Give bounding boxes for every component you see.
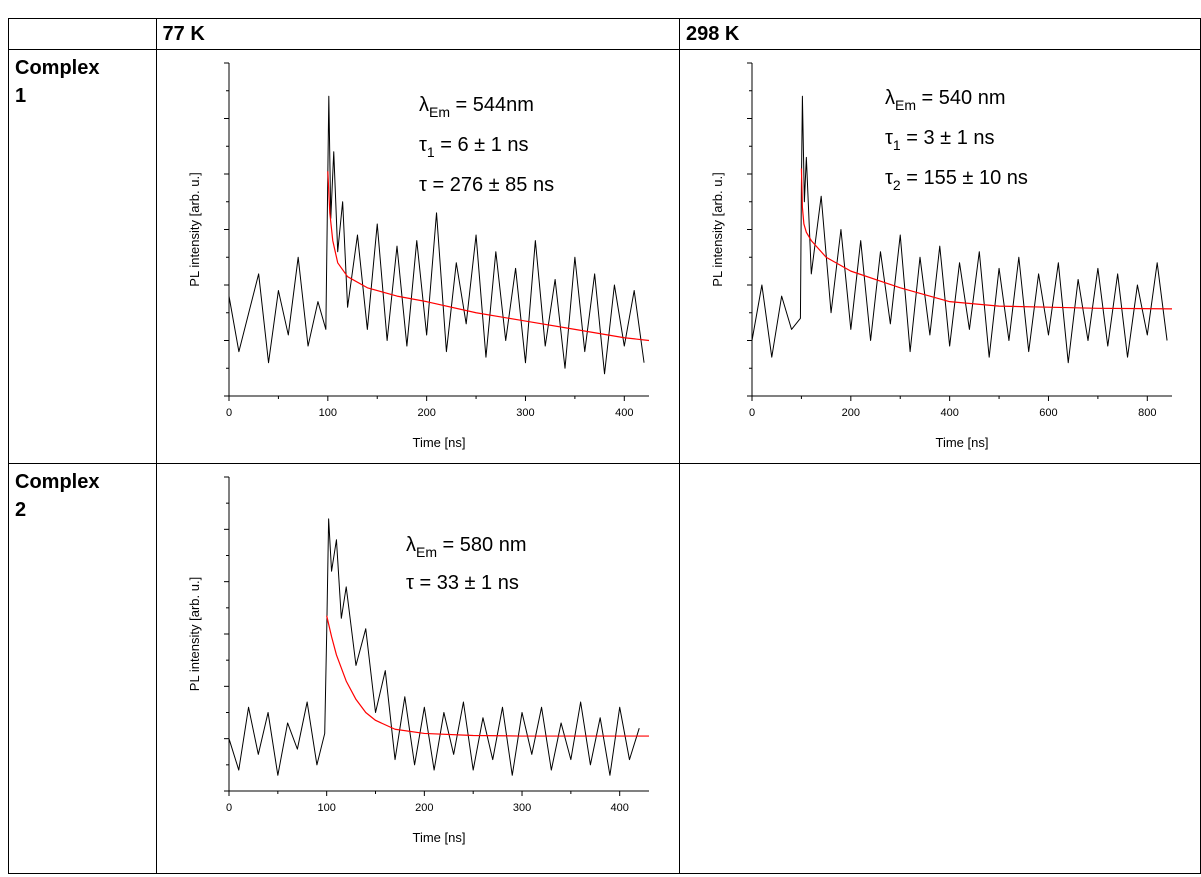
annotation-text: = 155 ± 10 ns (901, 167, 1028, 189)
row: Complex 1 0 100 200 300 400 Time [ns] PL inten… (8, 49, 1201, 464)
x-tick-label: 0 (225, 407, 231, 419)
fit-curve (326, 171, 649, 342)
annotation-symbol: τ (885, 127, 893, 149)
column-header: 77 K (155, 18, 680, 50)
decay-trace (751, 95, 1168, 364)
x-tick-label: 400 (615, 407, 633, 419)
annotation-symbol: τ (885, 167, 893, 189)
annotation-symbol: λ (885, 87, 895, 109)
fit-curve (800, 168, 1172, 310)
annotation-symbol: λ (406, 534, 416, 556)
annotation-symbol: τ (419, 134, 427, 156)
y-axis-label: PL intensity [arb. u.] (187, 172, 202, 286)
x-tick-label: 100 (318, 407, 336, 419)
decay-trace (228, 95, 645, 375)
row-label-cell: Complex 2 (8, 463, 157, 874)
empty-cell (678, 463, 1201, 874)
x-tick-label: 100 (317, 802, 335, 814)
x-axis-label: Time [ns] (412, 830, 465, 845)
annotation-symbol: τ = 33 ± 1 ns (406, 572, 519, 594)
chart-cell: 0 100 200 300 400 Time [ns] PL intensity [arb.… (155, 463, 680, 874)
annotation-subscript: 2 (893, 177, 901, 193)
annotation-text: = 544nm (450, 94, 534, 116)
annotation: λEm = 544nm (419, 94, 534, 120)
x-tick-label: 0 (749, 407, 755, 419)
annotation: τ = 276 ± 85 ns (419, 174, 554, 196)
chart-cell: 0 100 200 300 400 Time [ns] PL intensity [arb.… (155, 49, 680, 464)
annotation: λEm = 580 nm (406, 534, 527, 560)
x-tick-label: 400 (610, 802, 628, 814)
annotation-text: = 3 ± 1 ns (901, 127, 995, 149)
annotation-subscript: Em (895, 97, 916, 113)
x-tick-label: 0 (225, 802, 231, 814)
annotation-subscript: 1 (893, 137, 901, 153)
x-tick-label: 400 (940, 407, 958, 419)
row-label: Complex 2 (15, 471, 100, 521)
annotation-symbol: τ = 276 ± 85 ns (419, 174, 554, 196)
table: 77 K 298 K Complex 1 0 100 200 300 400 Time [… (8, 18, 1201, 874)
annotation: τ1 = 6 ± 1 ns (419, 134, 529, 160)
annotation-subscript: 1 (426, 144, 434, 160)
annotation-subscript: Em (429, 104, 450, 120)
annotation: τ = 33 ± 1 ns (406, 572, 519, 594)
header-row: 77 K 298 K (8, 18, 1201, 50)
annotation-subscript: Em (416, 544, 437, 560)
x-tick-label: 200 (415, 802, 433, 814)
y-axis-label: PL intensity [arb. u.] (187, 577, 202, 691)
annotation: τ1 = 3 ± 1 ns (885, 127, 995, 153)
chart: 0 100 200 300 400 Time [ns] PL intensity [arb.… (187, 62, 649, 450)
x-tick-label: 300 (512, 802, 530, 814)
column-header: 298 K (678, 18, 1201, 50)
annotation-symbol: λ (419, 94, 429, 116)
x-tick-label: 200 (417, 407, 435, 419)
x-tick-label: 200 (842, 407, 860, 419)
chart: 0 100 200 300 400 Time [ns] PL intensity [arb.… (187, 476, 649, 845)
annotation-text: = 540 nm (916, 87, 1006, 109)
y-axis-label: PL intensity [arb. u.] (710, 172, 725, 286)
x-axis-label: Time [ns] (935, 435, 988, 450)
chart: 0 200 400 600 800 Time [ns] PL intensity [arb.… (710, 62, 1172, 450)
chart-cell: 0 200 400 600 800 Time [ns] PL intensity [arb.… (678, 49, 1201, 464)
annotation: λEm = 540 nm (885, 87, 1006, 113)
decay-trace (228, 518, 640, 776)
row-label-cell: Complex 1 (8, 49, 157, 464)
empty-cell (8, 18, 157, 50)
annotation-text: = 580 nm (437, 534, 527, 556)
x-tick-label: 300 (516, 407, 534, 419)
x-axis-label: Time [ns] (412, 435, 465, 450)
x-tick-label: 600 (1039, 407, 1057, 419)
annotation: τ2 = 155 ± 10 ns (885, 167, 1028, 193)
x-tick-label: 800 (1138, 407, 1156, 419)
fit-curve (325, 615, 649, 737)
row: Complex 2 0 100 200 300 400 Time [ns] PL inten… (8, 463, 1201, 874)
row-label: Complex 1 (15, 57, 100, 107)
annotation-text: = 6 ± 1 ns (434, 134, 528, 156)
